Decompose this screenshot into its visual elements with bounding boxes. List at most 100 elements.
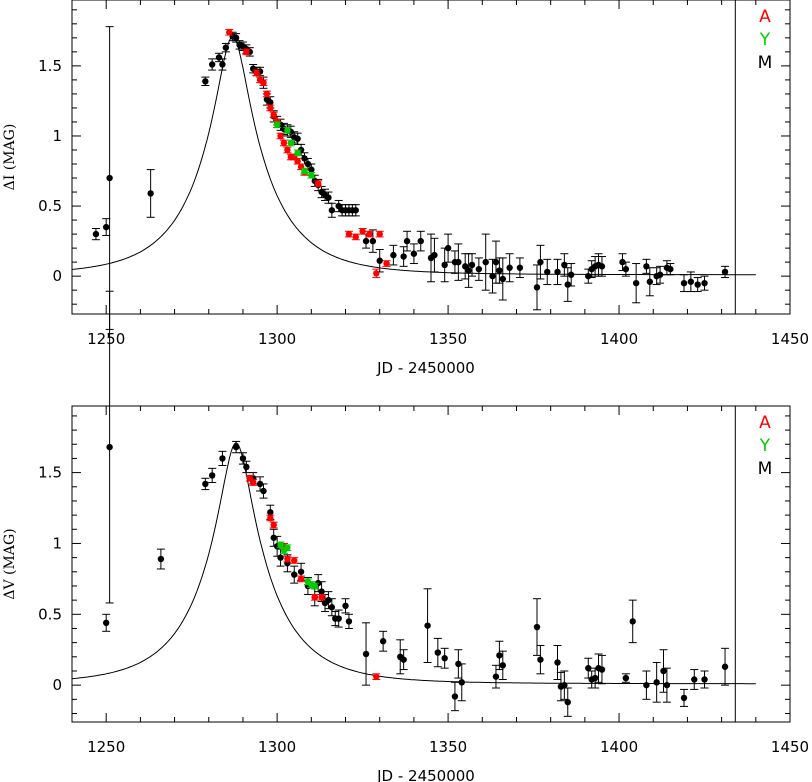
x-tick-label: 1250 — [87, 330, 125, 348]
data-point-y — [311, 582, 318, 590]
data-point-m — [656, 271, 664, 278]
data-point-a — [311, 594, 318, 601]
data-point-m — [232, 443, 240, 451]
data-point-m — [441, 261, 448, 269]
y-tick-label: 0 — [52, 267, 62, 285]
data-point-m — [451, 693, 459, 700]
data-point-m — [328, 604, 336, 611]
data-point-m — [533, 284, 541, 291]
data-point-m — [417, 237, 424, 245]
y-tick-label: 1 — [52, 534, 62, 552]
panel-top: 1250 1300 1350 1400 1450 0 0.5 1 1.5 JD - 2450000… — [2, 0, 809, 377]
legend-entry: Y — [759, 436, 771, 456]
data-point-m — [680, 279, 688, 287]
data-point-m — [215, 54, 223, 61]
x-axis-title: JD - 2450000 — [376, 767, 475, 782]
data-point-m — [208, 61, 216, 68]
data-point-m — [567, 271, 575, 278]
data-point-a — [297, 575, 305, 583]
data-point-m — [202, 480, 209, 488]
data-point-a — [270, 521, 277, 529]
data-point-m — [328, 207, 336, 214]
data-point-m — [667, 265, 674, 273]
data-point-a — [366, 230, 373, 238]
data-point-m — [468, 261, 476, 269]
data-point-a — [226, 29, 233, 36]
data-point-a — [318, 594, 325, 601]
data-point-m — [208, 472, 216, 479]
y-tick-label: 0.5 — [38, 605, 62, 623]
data-point-m — [318, 588, 325, 595]
data-point-m — [492, 673, 500, 680]
data-point-m — [345, 618, 353, 625]
data-point-m — [516, 264, 524, 271]
data-point-m — [410, 250, 418, 257]
data-point-m — [721, 663, 729, 670]
data-point-m — [297, 568, 305, 575]
data-point-m — [622, 265, 630, 273]
data-point-m — [499, 275, 506, 283]
x-tick-label: 1400 — [600, 738, 638, 756]
data-point-m — [585, 664, 592, 672]
data-point-m — [106, 174, 113, 182]
data-point-m — [102, 619, 110, 627]
y-tick-label: 1.5 — [38, 57, 62, 75]
data-point-m — [308, 166, 315, 173]
data-point-y — [273, 121, 281, 128]
data-point-a — [383, 260, 390, 267]
y-tick-label: 0.5 — [38, 197, 62, 215]
data-point-m — [475, 265, 483, 273]
data-point-m — [219, 455, 226, 462]
data-point-m — [591, 674, 599, 682]
data-point-m — [294, 135, 301, 142]
x-tick-label: 1400 — [600, 330, 638, 348]
y-axis-title: ΔI (MAG) — [2, 124, 18, 191]
data-point-m — [660, 667, 667, 675]
data-point-m — [352, 207, 359, 214]
legend-entry: M — [758, 459, 773, 479]
data-point-m — [653, 679, 660, 686]
data-point-m — [496, 652, 503, 659]
plot-frame — [71, 0, 791, 315]
data-point-y — [287, 139, 295, 147]
data-point-m — [533, 623, 541, 631]
data-point-m — [496, 267, 503, 274]
data-point-m — [239, 455, 247, 462]
data-point-a — [270, 111, 277, 119]
data-point-m — [232, 34, 240, 42]
x-tick-label: 1250 — [87, 738, 125, 756]
data-point-m — [632, 279, 640, 287]
data-point-m — [489, 272, 496, 280]
data-point-m — [499, 662, 506, 669]
data-point-m — [342, 602, 349, 610]
data-point-m — [403, 237, 411, 245]
data-point-m — [564, 698, 571, 706]
data-point-m — [643, 263, 650, 270]
data-point-m — [701, 279, 708, 287]
data-point-m — [325, 194, 332, 201]
data-point-m — [598, 666, 606, 673]
data-point-m — [219, 61, 226, 68]
x-tick-label: 1300 — [258, 330, 296, 348]
data-point-m — [376, 257, 383, 264]
data-point-m — [537, 258, 544, 266]
data-point-m — [335, 615, 342, 622]
x-tick-label: 1450 — [771, 738, 809, 756]
model-curve — [71, 35, 756, 276]
y-tick-label: 1 — [52, 127, 62, 145]
model-curve — [71, 442, 756, 685]
data-point-m — [106, 443, 113, 451]
data-point-m — [222, 44, 230, 51]
data-point-y — [294, 149, 301, 156]
data-point-m — [554, 659, 561, 666]
data-point-m — [482, 258, 489, 266]
data-point-a — [352, 233, 359, 241]
data-point-m — [458, 679, 465, 686]
data-point-m — [390, 251, 397, 259]
data-point-m — [267, 99, 274, 106]
data-point-a — [291, 557, 298, 564]
data-point-m — [622, 674, 630, 682]
data-point-m — [92, 230, 100, 238]
data-point-a — [250, 479, 257, 486]
